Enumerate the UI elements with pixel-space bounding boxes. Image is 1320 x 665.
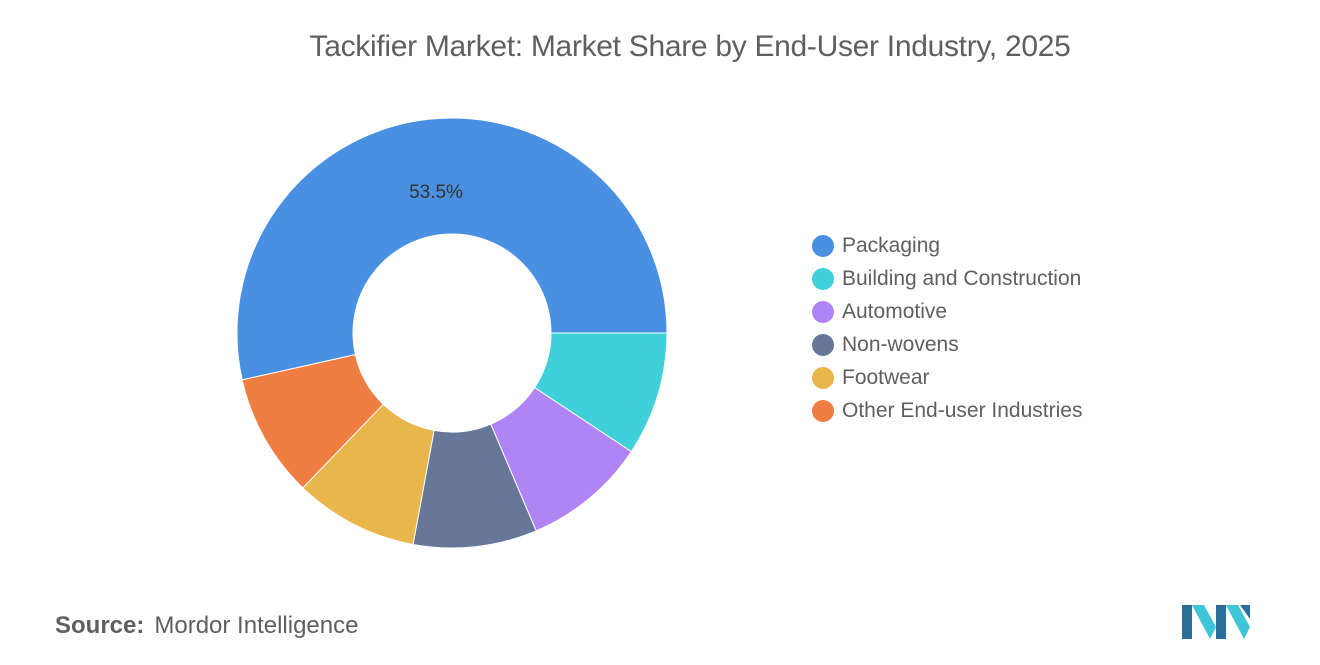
legend-swatch bbox=[812, 300, 834, 323]
legend-label: Building and Construction bbox=[842, 266, 1082, 290]
legend-item: Other End-user Industries bbox=[812, 394, 1082, 427]
donut-slice-other-end-user-industries bbox=[241, 353, 385, 489]
legend-label: Packaging bbox=[842, 233, 941, 257]
chart-legend: Packaging Building and Construction Automo… bbox=[812, 229, 1082, 427]
mordor-intelligence-logo-icon bbox=[1182, 605, 1250, 639]
data-label-0: 53.5% bbox=[409, 182, 463, 203]
legend-item: Packaging bbox=[812, 229, 1082, 262]
legend-item: Footwear bbox=[812, 361, 1082, 394]
legend-swatch bbox=[812, 366, 834, 389]
legend-swatch bbox=[812, 267, 834, 290]
legend-label: Non-wovens bbox=[842, 332, 959, 356]
legend-item: Building and Construction bbox=[812, 262, 1082, 295]
legend-item: Non-wovens bbox=[812, 328, 1082, 361]
source-value: Mordor Intelligence bbox=[154, 612, 359, 639]
source-note: Source: Mordor Intelligence bbox=[55, 612, 358, 640]
legend-item: Automotive bbox=[812, 295, 1082, 328]
donut-data-labels: 53.5% bbox=[409, 182, 463, 203]
legend-label: Other End-user Industries bbox=[842, 398, 1083, 422]
donut-slices bbox=[236, 117, 668, 549]
source-label: Source: bbox=[55, 612, 145, 639]
legend-swatch bbox=[812, 234, 834, 257]
chart-title: Tackifier Market: Market Share by End-Us… bbox=[309, 30, 1071, 63]
legend-label: Footwear bbox=[842, 365, 930, 389]
legend-swatch bbox=[812, 333, 834, 356]
legend-label: Automotive bbox=[842, 299, 948, 323]
donut-slice-packaging bbox=[236, 117, 668, 381]
legend-swatch bbox=[812, 399, 834, 422]
